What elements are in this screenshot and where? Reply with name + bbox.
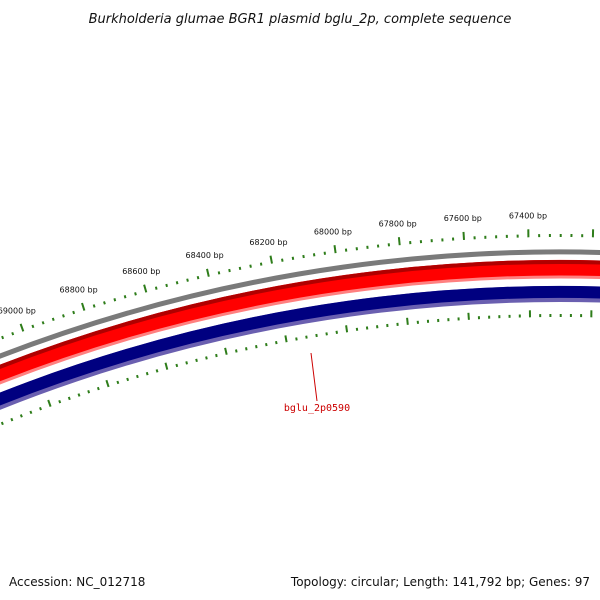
ruler-tick xyxy=(467,312,470,320)
ruler-tick xyxy=(269,255,273,264)
gene-pointer-line xyxy=(310,352,318,402)
ruler-label: 67800 bp xyxy=(379,219,417,228)
ruler-tick xyxy=(255,345,258,349)
topology-summary-text: Topology: circular; Length: 141,792 bp; … xyxy=(290,575,590,589)
ruler-tick xyxy=(123,295,127,299)
forward-strand-track-edge xyxy=(0,260,600,370)
ruler-tick xyxy=(143,284,148,293)
ruler-tick xyxy=(113,298,117,302)
ruler-tick xyxy=(275,340,278,345)
ruler-tick xyxy=(235,349,238,353)
ruler-tick xyxy=(31,324,35,329)
outer-sequence-ring xyxy=(0,249,600,359)
ruler-label: 68400 bp xyxy=(186,251,224,260)
ruler-tick xyxy=(295,337,298,341)
ruler-tick xyxy=(136,374,139,379)
ruler-tick xyxy=(291,256,295,260)
ruler-tick xyxy=(228,268,231,273)
inner-ruler-ticks xyxy=(0,310,593,426)
ruler-label: 68200 bp xyxy=(249,238,287,247)
ruler-tick xyxy=(345,325,349,333)
ruler-tick xyxy=(92,304,96,308)
ruler-tick xyxy=(302,254,305,259)
ruler-tick xyxy=(245,347,248,351)
outer-ruler-labels: 69000 bp 68800 bp 68600 bp 68400 bp 68200 bp… xyxy=(0,211,547,315)
forward-strand-track xyxy=(0,259,600,385)
ruler-tick xyxy=(103,301,106,305)
ruler-tick xyxy=(164,362,169,370)
ruler-tick xyxy=(205,356,208,360)
ruler-tick xyxy=(196,275,200,280)
ruler-tick xyxy=(259,262,263,266)
ruler-tick xyxy=(406,317,409,325)
ruler-tick xyxy=(335,330,338,334)
ruler-tick xyxy=(47,399,52,407)
ruler-tick xyxy=(77,393,81,397)
ruler-tick xyxy=(315,333,318,338)
ruler-tick xyxy=(462,231,465,240)
ruler-tick xyxy=(116,380,120,385)
ruler-label: 68000 bp xyxy=(314,227,352,236)
ruler-label: 69000 bp xyxy=(0,307,36,316)
ruler-tick xyxy=(333,245,337,254)
ruler-tick xyxy=(1,335,5,340)
ruler-tick xyxy=(265,342,268,347)
forward-strand-track-highlight xyxy=(0,275,600,385)
ruler-tick xyxy=(325,332,328,336)
ruler-tick xyxy=(186,278,189,282)
ruler-tick xyxy=(206,268,210,277)
ruler-tick xyxy=(62,314,65,318)
ruler-tick xyxy=(175,363,179,368)
map-title: Burkholderia glumae BGR1 plasmid bglu_2p… xyxy=(89,12,512,27)
ruler-tick xyxy=(39,406,42,411)
ruler-tick xyxy=(81,302,86,311)
accession-text: Accession: NC_012718 xyxy=(9,575,145,589)
ruler-tick xyxy=(175,281,179,285)
ruler-tick xyxy=(11,331,15,336)
ruler-tick xyxy=(224,347,228,355)
ruler-tick xyxy=(96,386,100,391)
ruler-tick xyxy=(217,271,221,275)
ruler-tick xyxy=(41,321,45,325)
ruler-tick xyxy=(305,335,308,339)
ruler-label: 67600 bp xyxy=(444,214,482,223)
ruler-label: 68800 bp xyxy=(60,286,98,295)
ruler-tick xyxy=(134,292,137,296)
ruler-tick xyxy=(284,335,288,343)
ruler-tick xyxy=(29,410,33,415)
ruler-tick xyxy=(238,266,242,271)
ruler-label: 67400 bp xyxy=(509,211,547,220)
ruler-tick xyxy=(51,317,55,322)
reverse-strand-track xyxy=(0,285,600,406)
ruler-tick xyxy=(249,264,252,268)
ruler-tick xyxy=(126,377,130,382)
gene-label-bglu-2p0590[interactable]: bglu_2p0590 xyxy=(284,403,350,414)
ruler-tick xyxy=(145,371,149,376)
ruler-tick xyxy=(0,421,4,426)
ruler-tick xyxy=(58,399,62,404)
ruler-tick xyxy=(397,237,401,246)
ruler-tick xyxy=(155,369,159,373)
ruler-tick xyxy=(154,286,158,290)
ruler-tick xyxy=(195,358,198,363)
ruler-tick xyxy=(105,379,110,388)
ruler-tick xyxy=(165,283,168,288)
ruler-tick xyxy=(10,417,14,422)
ruler-tick xyxy=(72,310,76,315)
ruler-tick xyxy=(312,253,316,257)
ruler-label: 68600 bp xyxy=(122,267,160,276)
ruler-tick xyxy=(19,323,25,332)
ruler-tick xyxy=(215,353,218,358)
ruler-tick xyxy=(281,258,284,262)
ruler-tick xyxy=(87,390,91,394)
outer-ruler-ticks xyxy=(1,229,595,340)
ruler-tick xyxy=(185,361,188,365)
ruler-tick xyxy=(19,414,23,418)
ruler-tick xyxy=(67,396,71,401)
